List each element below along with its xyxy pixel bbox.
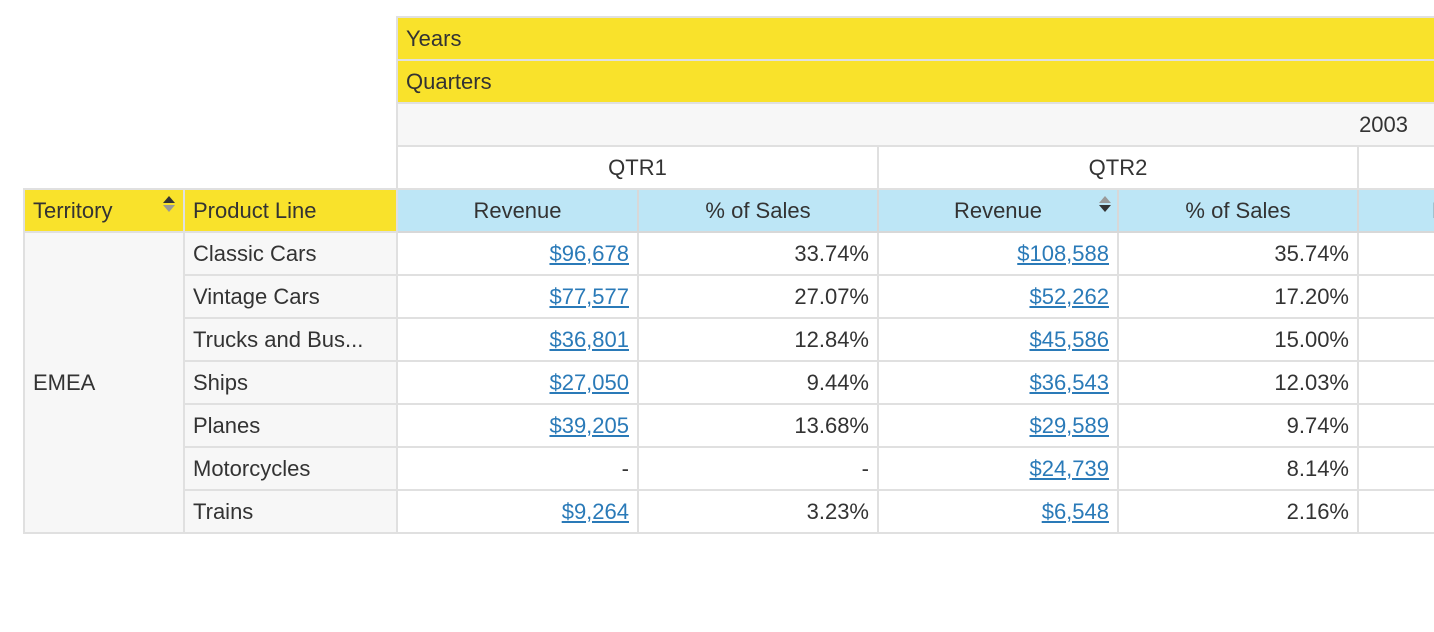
product-line-header[interactable]: Product Line	[183, 188, 398, 233]
revenue-link[interactable]: $36,543	[1029, 369, 1109, 395]
revenue-link[interactable]: $29,589	[1029, 412, 1109, 438]
table-row: EMEA Classic Cars $96,678 33.74% $108,588 35.…	[23, 231, 1434, 534]
q1-revenue-cell: $96,678	[396, 231, 639, 276]
table-row: Vintage Cars $77,577 27.07% $52,262 17.20%	[24, 274, 1434, 319]
revenue-link[interactable]: $36,801	[549, 326, 629, 352]
revenue-link[interactable]: $108,588	[1017, 240, 1109, 266]
table-row: Trucks and Bus... $36,801 12.84% $45,586 15.…	[24, 317, 1434, 362]
q1-pct-cell: -	[637, 446, 879, 491]
q2-pct-cell: 35.74%	[1117, 231, 1359, 276]
product-line-cell: Motorcycles	[183, 446, 398, 491]
year-header: 2003	[395, 102, 1434, 147]
q1-revenue-cell: -	[396, 446, 639, 491]
quarter-header-qtr2: QTR2	[877, 145, 1359, 190]
q2-pct-cell: 12.03%	[1117, 360, 1359, 405]
product-line-cell: Trains	[183, 489, 398, 534]
years-axis-header[interactable]: Years	[395, 16, 1434, 61]
table-row: Planes $39,205 13.68% $29,589 9.74%	[24, 403, 1434, 448]
q1-pct-cell: 3.23%	[637, 489, 879, 534]
table-row: Trains $9,264 3.23% $6,548 2.16%	[24, 489, 1434, 534]
qtr1-revenue-header[interactable]: Revenue	[396, 188, 639, 233]
product-line-cell: Trucks and Bus...	[183, 317, 398, 362]
q3-revenue-cell	[1356, 360, 1434, 405]
product-line-cell: Vintage Cars	[183, 274, 398, 319]
revenue-link[interactable]: $27,050	[549, 369, 629, 395]
q1-revenue-cell: $27,050	[396, 360, 639, 405]
revenue-link[interactable]: $6,548	[1041, 498, 1109, 524]
q3-revenue-cell	[1356, 489, 1434, 534]
product-line-cell: Ships	[183, 360, 398, 405]
q1-pct-cell: 13.68%	[637, 403, 879, 448]
q2-revenue-cell: $24,739	[877, 446, 1119, 491]
table-row: Ships $27,050 9.44% $36,543 12.03%	[24, 360, 1434, 405]
q2-revenue-cell: $6,548	[877, 489, 1119, 534]
revenue-link[interactable]: $52,262	[1029, 283, 1109, 309]
q2-pct-cell: 8.14%	[1117, 446, 1359, 491]
q1-revenue-cell: $36,801	[396, 317, 639, 362]
product-line-cell: Planes	[183, 403, 398, 448]
qtr2-pct-header[interactable]: % of Sales	[1117, 188, 1359, 233]
revenue-link[interactable]: $9,264	[561, 498, 629, 524]
q2-revenue-cell: $36,543	[877, 360, 1119, 405]
product-line-cell: Classic Cars	[183, 231, 398, 276]
qtr2-revenue-header-label: Revenue	[953, 197, 1043, 223]
revenue-link[interactable]: $96,678	[549, 240, 629, 266]
q1-revenue-cell: $9,264	[396, 489, 639, 534]
revenue-link[interactable]: $24,739	[1029, 455, 1109, 481]
q1-revenue-cell: $39,205	[396, 403, 639, 448]
revenue-link[interactable]: $39,205	[549, 412, 629, 438]
q1-revenue-cell: $77,577	[396, 274, 639, 319]
quarter-header-qtr3	[1356, 145, 1434, 190]
q2-pct-cell: 9.74%	[1117, 403, 1359, 448]
pivot-table: Years Quarters 2003 QTR1 QTR2 Territory …	[23, 16, 1434, 534]
territory-header-label: Territory	[33, 197, 113, 223]
q2-revenue-cell: $108,588	[877, 231, 1119, 276]
q3-revenue-cell	[1356, 446, 1434, 491]
q1-pct-cell: 12.84%	[637, 317, 879, 362]
q2-pct-cell: 17.20%	[1117, 274, 1359, 319]
qtr2-revenue-header[interactable]: Revenue	[877, 188, 1119, 233]
q2-revenue-cell: $52,262	[877, 274, 1119, 319]
sort-icon[interactable]	[163, 196, 175, 218]
territory-cell: EMEA	[23, 231, 185, 534]
q2-revenue-cell: $29,589	[877, 403, 1119, 448]
q1-pct-cell: 33.74%	[637, 231, 879, 276]
q2-pct-cell: 2.16%	[1117, 489, 1359, 534]
territory-header[interactable]: Territory	[23, 188, 185, 233]
quarter-header-qtr1: QTR1	[396, 145, 879, 190]
revenue-link[interactable]: $45,586	[1029, 326, 1109, 352]
q2-revenue-cell: $45,586	[877, 317, 1119, 362]
q3-revenue-cell	[1356, 231, 1434, 276]
revenue-link[interactable]: $77,577	[549, 283, 629, 309]
q3-revenue-cell	[1356, 317, 1434, 362]
q1-pct-cell: 9.44%	[637, 360, 879, 405]
q2-pct-cell: 15.00%	[1117, 317, 1359, 362]
q3-revenue-cell	[1356, 274, 1434, 319]
qtr1-pct-header[interactable]: % of Sales	[637, 188, 879, 233]
q1-pct-cell: 27.07%	[637, 274, 879, 319]
table-row: Motorcycles - - $24,739 8.14%	[24, 446, 1434, 491]
q3-revenue-cell	[1356, 403, 1434, 448]
quarters-axis-header[interactable]: Quarters	[395, 59, 1434, 104]
qtr3-revenue-header[interactable]: Revenue	[1356, 188, 1434, 233]
sort-icon[interactable]	[1099, 196, 1111, 218]
